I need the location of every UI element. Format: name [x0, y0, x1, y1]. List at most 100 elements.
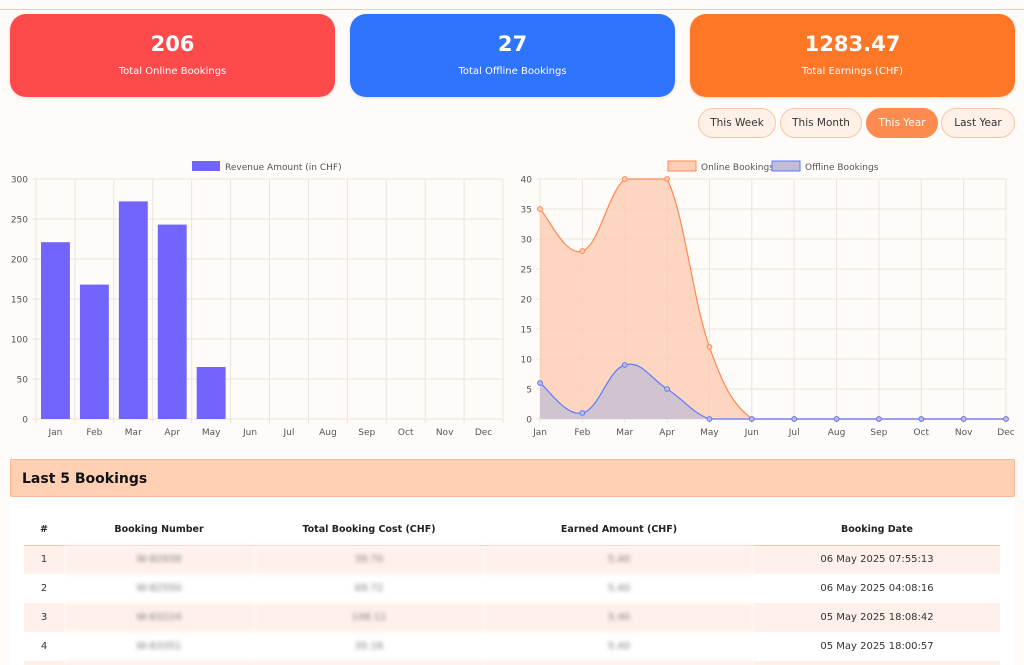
- column-header-booking-date: Booking Date: [754, 515, 1000, 546]
- point-offline-bookings-may: [706, 416, 713, 422]
- bar-jan: [41, 242, 70, 419]
- x-tick-label: Sep: [358, 428, 375, 438]
- x-tick-label: Oct: [913, 428, 929, 438]
- y-tick-label: 15: [521, 326, 532, 336]
- x-tick-label: Aug: [828, 428, 846, 438]
- filter-last-year-button[interactable]: Last Year: [941, 108, 1015, 138]
- earned-amount: 5.40: [607, 583, 631, 594]
- booking-number: W-83224: [64, 603, 254, 632]
- booking-date: [754, 661, 1000, 665]
- point-offline-bookings-nov: [960, 416, 967, 422]
- x-tick-label: Jan: [48, 428, 63, 438]
- earned-amount: 5.40: [484, 545, 754, 574]
- x-tick-label: Apr: [164, 428, 180, 438]
- legend-label-online-bookings: Online Bookings: [701, 163, 774, 173]
- point-offline-bookings-oct: [918, 416, 925, 422]
- point-online-bookings-apr: [664, 176, 670, 182]
- column-header-index: #: [24, 515, 64, 546]
- x-tick-label: Oct: [398, 428, 414, 438]
- table-row[interactable]: 2 W-82550 69.72 5.40 06 May 2025 04:08:16: [24, 574, 1000, 603]
- legend-label-offline-bookings: Offline Bookings: [805, 163, 879, 173]
- x-tick-label: Jul: [788, 428, 800, 438]
- y-tick-label: 200: [11, 256, 28, 266]
- x-tick-label: May: [202, 428, 221, 438]
- last-bookings-panel: # Booking Number Total Booking Cost (CHF…: [10, 497, 1015, 665]
- stat-card-offline-bookings: 27 Total Offline Bookings: [350, 14, 675, 97]
- x-tick-label: Sep: [870, 428, 887, 438]
- bookings-table: # Booking Number Total Booking Cost (CHF…: [24, 515, 1000, 665]
- table-row[interactable]: 4 W-83351 35.16 5.40 05 May 2025 18:00:57: [24, 632, 1000, 661]
- point-offline-bookings-mar: [621, 362, 628, 368]
- legend-swatch-revenue: [192, 161, 220, 171]
- table-row[interactable]: 3 W-83224 108.11 5.40 05 May 2025 18:08:42: [24, 603, 1000, 632]
- column-header-earned-amount: Earned Amount (CHF): [484, 515, 754, 546]
- x-tick-label: Mar: [616, 428, 633, 438]
- y-tick-label: 25: [521, 266, 532, 276]
- total-booking-cost: 39.70: [254, 545, 484, 574]
- filter-this-year-button[interactable]: This Year: [866, 108, 938, 138]
- stat-value: 206: [150, 32, 195, 56]
- legend-label-revenue: Revenue Amount (in CHF): [225, 163, 342, 173]
- booking-number: W-82550: [136, 583, 182, 594]
- line-offline-bookings: [539, 363, 1006, 420]
- booking-number: W-82939: [64, 545, 254, 574]
- bar-apr: [157, 224, 187, 419]
- point-offline-bookings-apr: [664, 386, 670, 392]
- stat-value: 1283.47: [804, 32, 901, 56]
- filter-this-week-button[interactable]: This Week: [698, 108, 776, 138]
- point-offline-bookings-sep: [876, 416, 882, 422]
- booking-date: 06 May 2025 04:08:16: [820, 583, 934, 594]
- revenue-bar-chart: 0 50 100 150 200 250 300 Jan Feb Mar Apr May Jun Jul A…: [11, 161, 504, 438]
- column-header-booking-number: Booking Number: [64, 515, 254, 546]
- row-index: 4: [40, 641, 48, 652]
- x-tick-label: Apr: [659, 428, 675, 438]
- point-offline-bookings-jun: [748, 416, 755, 422]
- x-tick-label: Feb: [86, 428, 102, 438]
- booking-date: 05 May 2025 18:00:57: [820, 641, 934, 652]
- x-tick-label: Dec: [475, 428, 492, 438]
- y-tick-label: 5: [526, 386, 532, 396]
- y-tick-label: 100: [11, 336, 28, 346]
- table-header-row: # Booking Number Total Booking Cost (CHF…: [24, 515, 1000, 546]
- y-tick-label: 35: [521, 206, 532, 216]
- last-bookings-header: Last 5 Bookings: [10, 459, 1015, 497]
- area-offline-bookings: [540, 364, 1006, 419]
- last-bookings-title: Last 5 Bookings: [22, 471, 148, 487]
- row-index: 1: [24, 545, 64, 574]
- x-tick-label: Jul: [283, 428, 295, 438]
- x-tick-label: Jun: [744, 428, 759, 438]
- y-tick-label: 0: [22, 416, 28, 426]
- point-online-bookings-mar: [621, 176, 628, 182]
- row-index: 5: [24, 661, 64, 665]
- total-booking-cost: 108.11: [254, 603, 484, 632]
- table-row[interactable]: 1 W-82939 39.70 5.40 06 May 2025 07:55:13: [24, 545, 1000, 574]
- point-online-bookings-may: [706, 344, 713, 350]
- y-tick-label: 30: [521, 236, 533, 246]
- legend-swatch-offline-bookings: [771, 160, 801, 172]
- x-tick-label: Dec: [997, 428, 1014, 438]
- table-row[interactable]: 5: [24, 661, 1000, 665]
- y-tick-label: 300: [11, 176, 28, 186]
- x-tick-label: Feb: [574, 428, 590, 438]
- x-tick-label: Jun: [242, 428, 257, 438]
- column-header-total-cost: Total Booking Cost (CHF): [254, 515, 484, 546]
- bar-may: [196, 367, 226, 419]
- x-tick-label: Mar: [125, 428, 142, 438]
- bookings-area-chart: 0 5 10 15 20 25 30 35 40 Jan Feb Mar Apr May Jun Jul Aug…: [521, 160, 1015, 438]
- filter-this-month-button[interactable]: This Month: [780, 108, 862, 138]
- row-index: 3: [24, 603, 64, 632]
- point-offline-bookings-dec: [1003, 416, 1009, 422]
- stat-card-online-bookings: 206 Total Online Bookings: [10, 14, 335, 97]
- point-online-bookings-feb: [579, 248, 586, 254]
- top-divider: [0, 9, 1024, 10]
- stat-label: Total Offline Bookings: [458, 66, 567, 77]
- total-booking-cost: 69.72: [354, 583, 384, 594]
- booking-number: [64, 661, 254, 665]
- point-online-bookings-jan: [537, 206, 543, 212]
- booking-date: 06 May 2025 07:55:13: [754, 545, 1000, 574]
- stat-value: 27: [497, 32, 528, 56]
- x-tick-label: Jan: [532, 428, 547, 438]
- earned-amount: [484, 661, 754, 665]
- booking-date: 05 May 2025 18:08:42: [754, 603, 1000, 632]
- y-tick-label: 50: [17, 376, 29, 386]
